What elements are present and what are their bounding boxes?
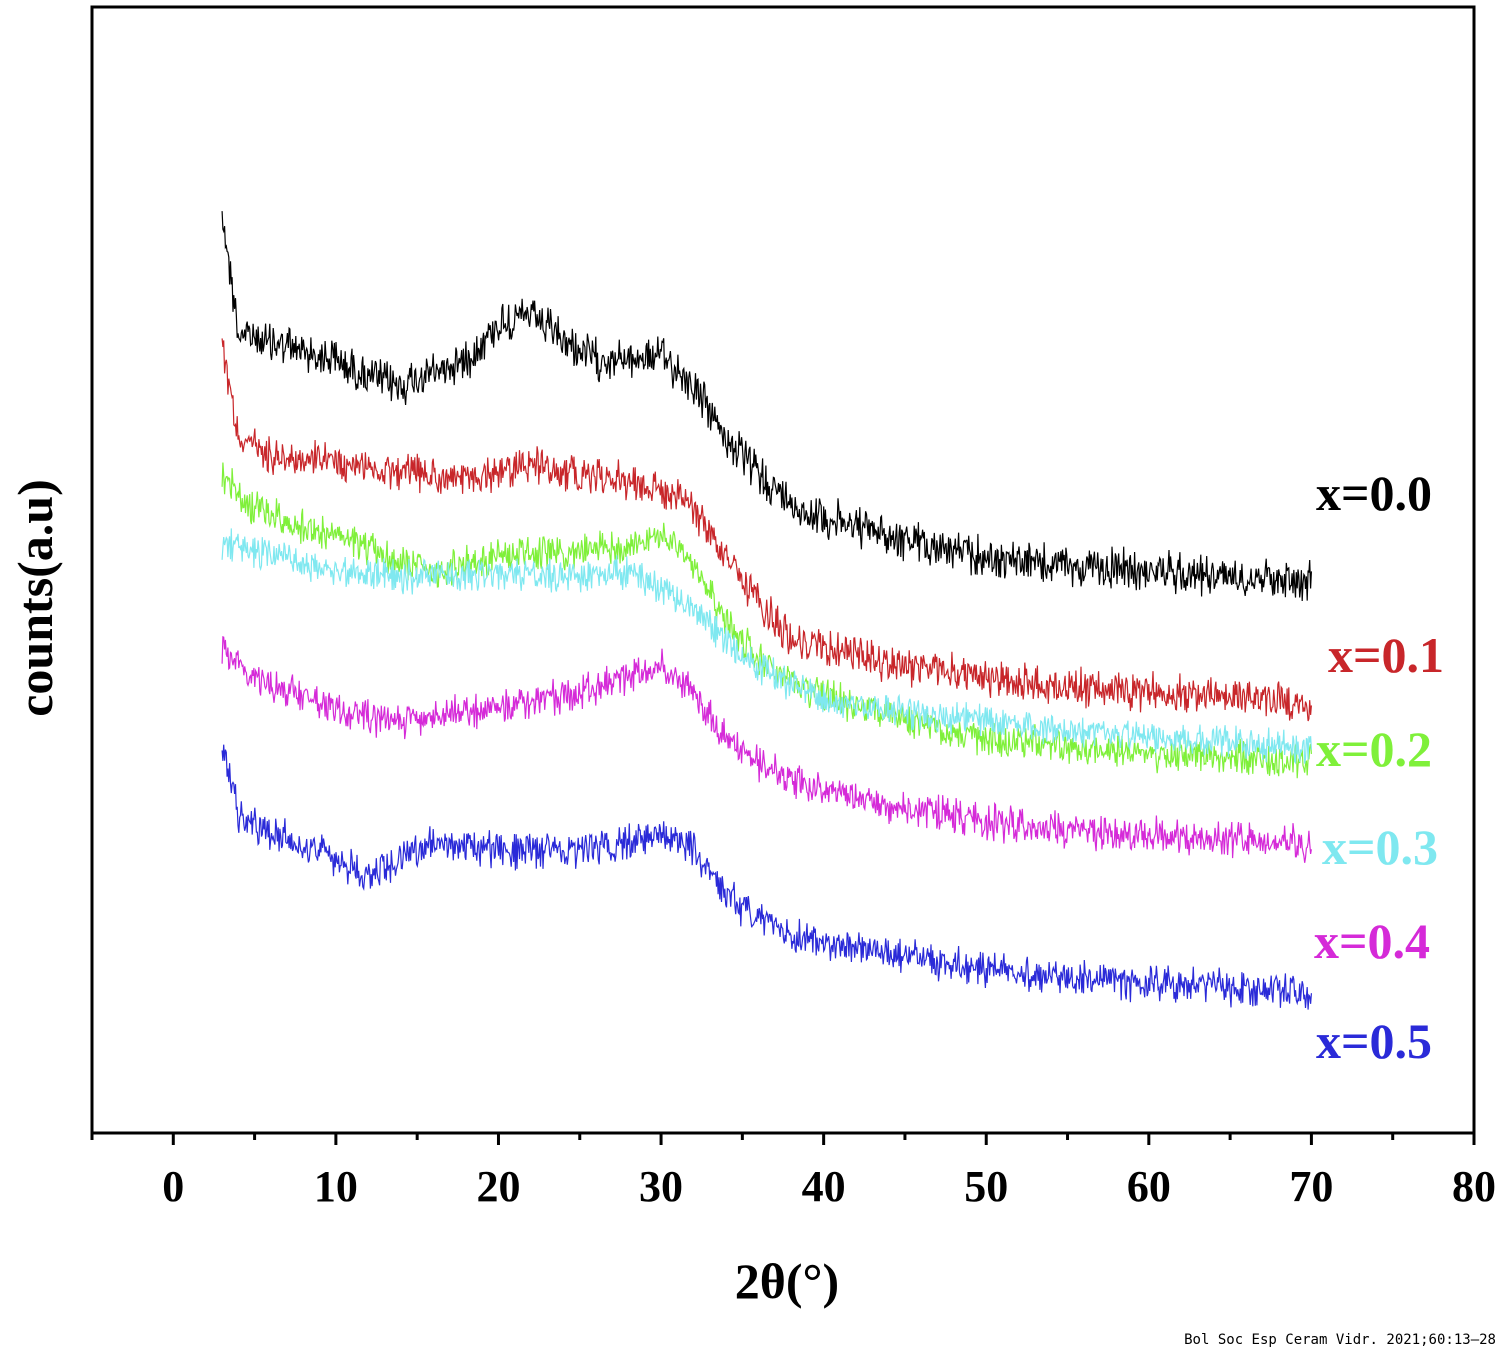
plot-frame [90,5,1476,1135]
series-labels: x=0.0 x=0.1 x=0.2 x=0.3 x=0.4 x=0.5 [1314,465,1444,1069]
series-group [221,211,1312,1010]
series-label: x=0.2 [1316,721,1432,777]
x-tick-label: 30 [639,1162,683,1211]
x-tick-label: 70 [1289,1162,1333,1211]
x-tick-label: 10 [314,1162,358,1211]
series-line [221,636,1312,863]
series-label: x=0.0 [1316,465,1432,521]
series-label: x=0.5 [1316,1013,1432,1069]
x-tick-label: 80 [1452,1162,1496,1211]
series-line [221,528,1312,765]
series-line [221,211,1312,602]
x-tick-label: 20 [476,1162,520,1211]
x-axis: 0 10 20 30 40 50 60 70 80 [90,1133,1496,1211]
series-line [221,744,1312,1010]
x-tick-label: 0 [162,1162,184,1211]
y-axis-title: counts(a.u) [7,479,63,717]
x-axis-title: 2θ(°) [735,1253,839,1309]
series-label: x=0.3 [1322,819,1438,875]
series-label: x=0.4 [1314,913,1430,969]
series-label: x=0.1 [1328,627,1444,683]
citation: Bol Soc Esp Ceram Vidr. 2021;60:13–28 [1184,1332,1496,1348]
x-tick-label: 50 [964,1162,1008,1211]
series-line [221,338,1312,722]
x-tick-label: 60 [1127,1162,1171,1211]
x-tick-label: 40 [802,1162,846,1211]
